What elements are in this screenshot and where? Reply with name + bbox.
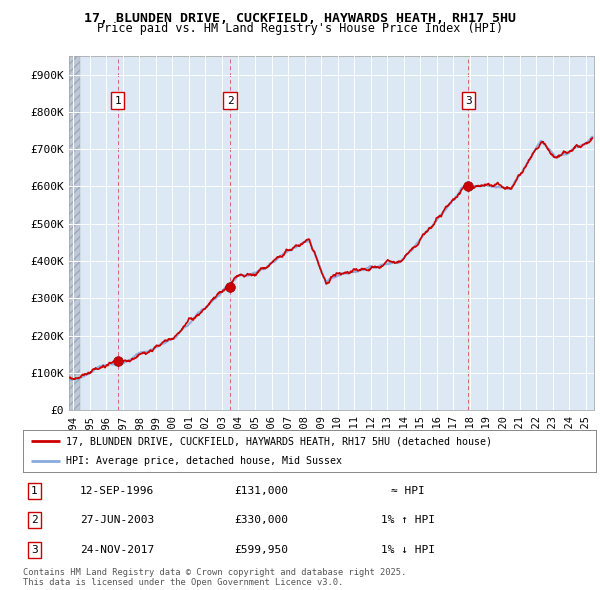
Text: 2: 2 — [31, 516, 38, 525]
Text: HPI: Average price, detached house, Mid Sussex: HPI: Average price, detached house, Mid … — [66, 457, 342, 466]
Text: 27-JUN-2003: 27-JUN-2003 — [80, 516, 154, 525]
Text: 1% ↑ HPI: 1% ↑ HPI — [381, 516, 435, 525]
Text: £599,950: £599,950 — [234, 545, 288, 555]
Text: 1% ↓ HPI: 1% ↓ HPI — [381, 545, 435, 555]
Text: 2: 2 — [227, 96, 233, 106]
Text: £330,000: £330,000 — [234, 516, 288, 525]
Bar — [69, 56, 80, 410]
Text: This data is licensed under the Open Government Licence v3.0.: This data is licensed under the Open Gov… — [23, 578, 343, 587]
Text: £131,000: £131,000 — [234, 486, 288, 496]
Text: 1: 1 — [115, 96, 121, 106]
Text: Contains HM Land Registry data © Crown copyright and database right 2025.: Contains HM Land Registry data © Crown c… — [23, 568, 406, 577]
Text: 3: 3 — [31, 545, 38, 555]
Text: 1: 1 — [31, 486, 38, 496]
Text: 17, BLUNDEN DRIVE, CUCKFIELD, HAYWARDS HEATH, RH17 5HU: 17, BLUNDEN DRIVE, CUCKFIELD, HAYWARDS H… — [84, 12, 516, 25]
Text: 24-NOV-2017: 24-NOV-2017 — [80, 545, 154, 555]
Text: 12-SEP-1996: 12-SEP-1996 — [80, 486, 154, 496]
Text: Price paid vs. HM Land Registry's House Price Index (HPI): Price paid vs. HM Land Registry's House … — [97, 22, 503, 35]
Text: 3: 3 — [465, 96, 472, 106]
Text: ≈ HPI: ≈ HPI — [391, 486, 425, 496]
Text: 17, BLUNDEN DRIVE, CUCKFIELD, HAYWARDS HEATH, RH17 5HU (detached house): 17, BLUNDEN DRIVE, CUCKFIELD, HAYWARDS H… — [66, 437, 492, 447]
